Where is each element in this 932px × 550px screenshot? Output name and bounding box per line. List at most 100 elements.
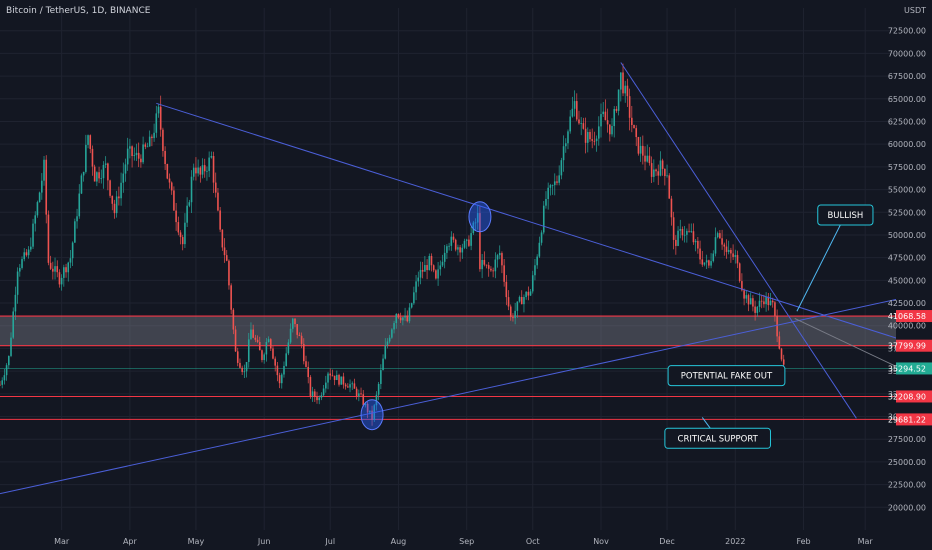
candle-body (188, 202, 191, 206)
candle-body (763, 301, 765, 305)
candle-body (703, 262, 706, 265)
candle-body (329, 373, 332, 376)
candle-body (261, 350, 263, 361)
candle-body (679, 228, 682, 231)
highlight-circle (468, 201, 492, 233)
time-axis[interactable]: Mar Apr May Jun Jul Aug Sep Oct Nov Dec 2022 Feb Mar (54, 537, 873, 546)
candle-body (620, 72, 622, 90)
y-tick-label: 20000.00 (888, 503, 926, 512)
candle-body (303, 343, 305, 362)
candle-body (256, 339, 259, 343)
candle-body (468, 239, 470, 246)
candle-body (589, 132, 591, 140)
candle-body (265, 342, 268, 355)
candle-body (371, 410, 373, 420)
candle-body (637, 137, 640, 154)
candle-body (63, 267, 65, 278)
x-tick-label: Mar (858, 537, 874, 546)
candle-body (670, 198, 673, 218)
y-tick-label: 25000.00 (888, 458, 926, 467)
candle-body (648, 155, 651, 164)
price-label-bg (896, 362, 932, 375)
candle-body (410, 303, 413, 308)
candle-body (122, 173, 125, 183)
candle-body (336, 374, 338, 381)
candle-body (771, 300, 774, 303)
candle-body (736, 255, 739, 264)
candle-body (459, 247, 461, 253)
candle-body (107, 163, 109, 181)
candle-body (98, 172, 100, 179)
candle-body (170, 182, 173, 191)
candle-body (296, 324, 298, 335)
y-tick-label: 70000.00 (888, 49, 926, 58)
highlight-circles (360, 201, 492, 431)
candle-body (730, 249, 732, 254)
candle-body (247, 339, 250, 363)
annotation-box (667, 365, 786, 387)
candle-body (391, 329, 393, 338)
candle-body (272, 348, 274, 359)
candle-body (109, 180, 111, 196)
y-tick-label: 50000.00 (888, 231, 926, 240)
candle-body (30, 246, 32, 250)
candle-body (45, 159, 48, 215)
candle-body (421, 269, 424, 272)
candle-body (593, 140, 596, 142)
candle-body (131, 146, 133, 157)
candle-body (351, 383, 354, 385)
candle-body (465, 239, 468, 241)
candle-body (289, 328, 292, 343)
y-tick-label: 47500.00 (888, 254, 926, 263)
candle-body (203, 165, 206, 172)
candle-body (3, 375, 6, 381)
candle-body (388, 337, 391, 342)
support-zone (0, 315, 896, 347)
x-tick-label: Oct (526, 537, 540, 546)
candle-body (65, 267, 67, 273)
candle-body (228, 260, 230, 286)
candle-body (8, 355, 10, 366)
candle-body (219, 210, 221, 230)
candle-body (690, 231, 693, 233)
candle-body (503, 265, 505, 282)
candle-body (710, 261, 712, 266)
candle-body (683, 234, 686, 236)
candle-body (446, 246, 448, 253)
candle-body (225, 255, 228, 261)
candle-body (280, 374, 283, 384)
candle-body (496, 255, 499, 260)
candle-body (767, 296, 770, 306)
candle-body (250, 329, 252, 340)
candle-body (644, 155, 646, 162)
candle-body (545, 199, 547, 206)
price-labels: 41068.58 37799.99 35294.52 32208.90 29681.22 (888, 310, 932, 426)
candle-body (598, 126, 600, 139)
candle-body (463, 240, 466, 248)
candle-body (705, 260, 708, 263)
candle-body (505, 281, 508, 298)
candle-body (314, 391, 316, 397)
candle-body (397, 313, 400, 318)
candle-body (415, 281, 417, 293)
candle-body (164, 150, 166, 165)
candle-body (67, 262, 70, 273)
candle-body (536, 256, 538, 266)
x-tick-label: Dec (659, 537, 674, 546)
candle-body (558, 175, 560, 183)
candle-body (485, 264, 488, 266)
candle-body (126, 148, 129, 165)
highlight-circle (360, 399, 384, 431)
candle-body (254, 337, 257, 340)
candle-body (494, 259, 497, 272)
price-label: 29681.22 (888, 415, 926, 424)
candle-body (509, 306, 512, 318)
candle-body (529, 291, 532, 296)
candle-body (43, 159, 45, 181)
candle-body (52, 268, 54, 272)
candle-body (338, 374, 340, 385)
candle-body (609, 124, 611, 135)
candle-body (657, 171, 660, 176)
